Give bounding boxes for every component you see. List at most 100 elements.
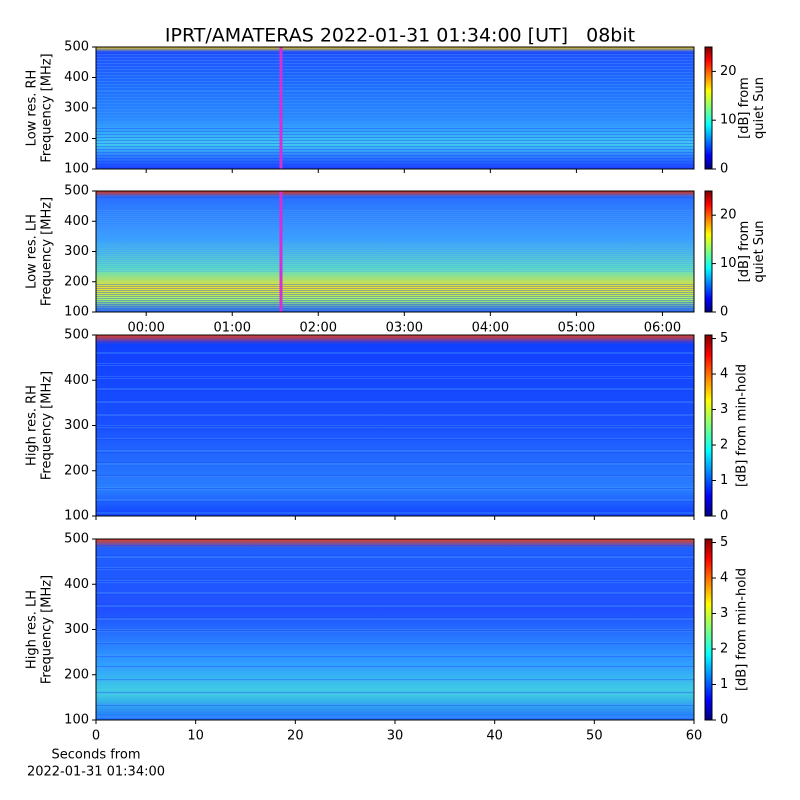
colorbar-tick-label: 20: [720, 208, 737, 223]
spectrogram-streak: [96, 269, 694, 270]
colorbar-tick-label: 0: [720, 509, 728, 524]
spectrogram-streak: [96, 218, 694, 219]
spectrogram-streak: [96, 716, 694, 717]
y-axis-label: Frequency [MHz]: [40, 575, 55, 684]
spectrogram: [96, 335, 694, 516]
spectrogram-streak: [96, 364, 694, 365]
colorbar-label: [dB] from min-hold: [735, 364, 750, 487]
spectrogram-streak: [96, 692, 694, 693]
spectrogram-streak: [96, 230, 694, 231]
spectrogram-streak: [96, 124, 694, 125]
y-tick-label: 300: [64, 244, 89, 259]
spectrogram-streak: [96, 390, 694, 391]
spectrogram-streak: [96, 629, 694, 630]
y-axis-label: Low res. RH: [25, 70, 40, 147]
spectrogram-streak: [96, 228, 694, 229]
y-tick-label: 300: [64, 622, 89, 637]
spectrogram-streak: [96, 630, 694, 631]
spectrogram-streak: [96, 298, 694, 299]
colorbar-tick-label: 0: [720, 162, 728, 177]
spectrogram: [96, 539, 694, 720]
spectrogram-streak: [96, 618, 694, 619]
spectrogram-streak: [96, 666, 694, 667]
spectrogram-streak: [96, 451, 694, 452]
y-tick-label: 200: [64, 463, 89, 478]
spectrogram-streak: [96, 286, 694, 287]
spectrogram-streak: [96, 115, 694, 116]
spectrogram-streak: [96, 475, 694, 476]
colorbar-tick-label: 0: [720, 305, 728, 320]
spectrogram-streak: [96, 149, 694, 150]
spectrogram-streak: [96, 251, 694, 252]
spectrogram-streak: [96, 450, 694, 451]
spectrogram-streak: [96, 499, 694, 500]
spectrogram-streak: [96, 143, 694, 144]
colorbar-tick-label: 1: [720, 677, 728, 692]
y-tick-label: 100: [64, 162, 89, 177]
spectrogram-streak: [96, 121, 694, 122]
x-tick-label: 04:00: [472, 321, 509, 336]
spectrogram-streak: [96, 668, 694, 669]
spectrogram-streak: [96, 425, 694, 426]
spectrogram-streak: [96, 463, 694, 464]
spectrogram-streak: [96, 388, 694, 389]
colorbar-tick-label: 2: [720, 438, 728, 453]
spectrogram-streak: [96, 224, 694, 225]
x-tick-label: 00:00: [127, 321, 164, 336]
colorbar-tick-label: 3: [720, 606, 728, 621]
colorbar-tick-label: 1: [720, 473, 728, 488]
spectrogram-streak: [96, 617, 694, 618]
spectrogram-streak: [96, 426, 694, 427]
colorbar-label: [dB] from: [737, 221, 752, 283]
spectrogram-streak: [96, 75, 694, 76]
x-tick-label: 03:00: [386, 321, 423, 336]
spectrogram-streak: [96, 292, 694, 293]
spectrogram-streak: [96, 667, 694, 668]
colorbar-tick-label: 5: [720, 535, 728, 550]
spectrogram-streak: [96, 134, 694, 135]
spectrogram-streak: [96, 580, 694, 581]
spectrogram-streak: [96, 691, 694, 692]
colorbar-label: [dB] from min-hold: [735, 568, 750, 691]
spectrogram-streak: [96, 216, 694, 217]
spectrogram-streak: [96, 377, 694, 378]
spectrogram-streak: [96, 304, 694, 305]
y-tick-label: 300: [64, 418, 89, 433]
x-tick-label: 30: [387, 729, 404, 744]
spectrogram-streak: [96, 263, 694, 264]
spectrogram-streak: [96, 631, 694, 632]
spectrogram-streak: [96, 555, 694, 556]
y-tick-label: 400: [64, 373, 89, 388]
spectrogram-streak: [96, 90, 694, 91]
spectrogram-streak: [96, 351, 694, 352]
spectrogram-streak: [96, 308, 694, 309]
y-tick-label: 200: [64, 131, 89, 146]
y-tick-label: 200: [64, 667, 89, 682]
spectrogram-streak: [96, 302, 694, 303]
spectrogram-streak: [96, 413, 694, 414]
spectrogram-streak: [96, 294, 694, 295]
spectrogram-streak: [96, 164, 694, 165]
x-tick-label: 05:00: [558, 321, 595, 336]
spectrogram-streak: [96, 57, 694, 58]
spectrogram-streak: [96, 127, 694, 128]
spectrogram-streak: [96, 53, 694, 54]
x-tick-label: 40: [486, 729, 503, 744]
colorbar-label: quiet Sun: [752, 77, 767, 139]
spectrogram-streak: [96, 489, 694, 490]
spectrogram-streak: [96, 717, 694, 718]
spectrogram-streak: [96, 103, 694, 104]
spectrogram-streak: [96, 63, 694, 64]
spectrogram-streak: [96, 60, 694, 61]
spectrogram-streak: [96, 365, 694, 366]
spectrogram-streak: [96, 513, 694, 514]
spectrogram: [96, 191, 694, 312]
y-tick-label: 500: [64, 328, 89, 343]
colorbar-tick-label: 10: [720, 113, 737, 128]
spectrogram-streak: [96, 249, 694, 250]
colorbar-tick-label: 20: [720, 64, 737, 79]
spectrogram-streak: [96, 290, 694, 291]
spectrogram-streak: [96, 158, 694, 159]
spectrogram-streak: [96, 556, 694, 557]
spectrogram-streak: [96, 438, 694, 439]
